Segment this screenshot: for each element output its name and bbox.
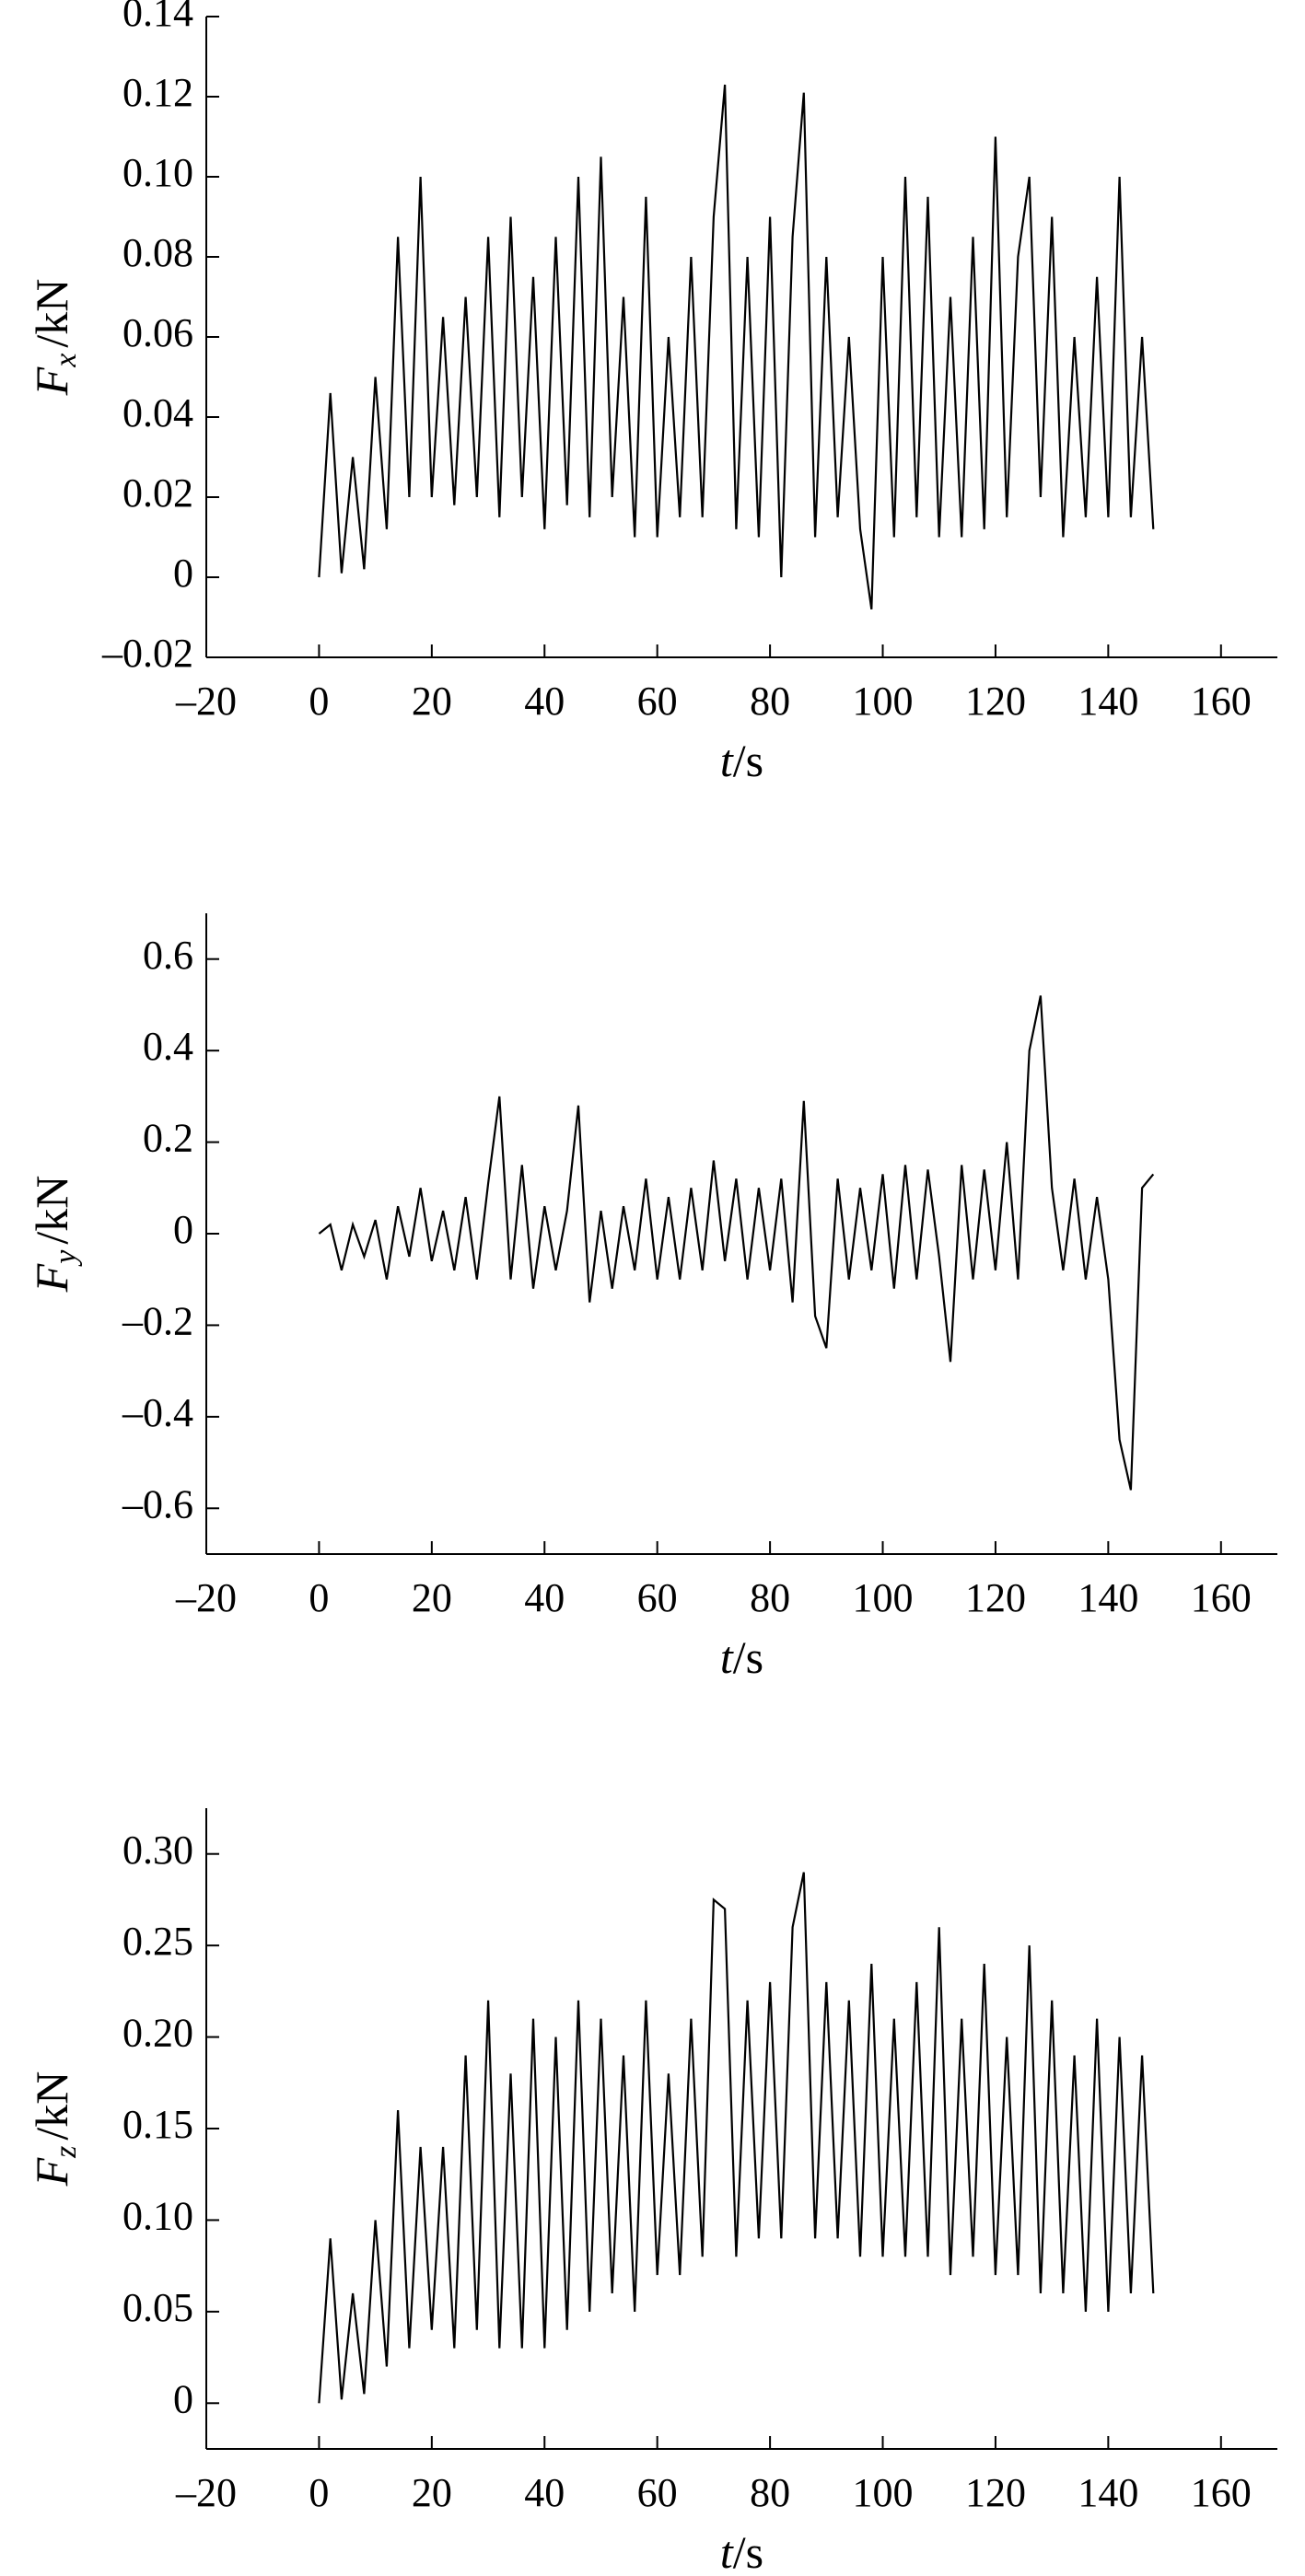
x-tick-label: 20 <box>412 679 452 724</box>
x-label-symbol: t <box>720 2526 734 2576</box>
x-tick-label: –20 <box>175 2470 237 2515</box>
y-tick-label: –0.4 <box>122 1390 193 1435</box>
x-tick-label: 40 <box>524 1575 565 1620</box>
x-tick-label: 160 <box>1191 1575 1252 1620</box>
y-tick-label: 0.06 <box>122 310 193 355</box>
y-label-unit: /kN <box>26 2071 77 2141</box>
x-tick-label: –20 <box>175 1575 237 1620</box>
x-tick-label: 120 <box>965 2470 1026 2515</box>
y-tick-label: 0.10 <box>122 150 193 195</box>
x-tick-label: –20 <box>175 679 237 724</box>
x-axis-label: t/s <box>720 735 763 786</box>
subplot: 0 0.05 0.10 0.15 0.20 0.25 0.30 –20 0 20 40 60 80 100… <box>26 1808 1277 2576</box>
x-tick-label: 140 <box>1078 1575 1138 1620</box>
x-tick-label: 0 <box>309 1575 329 1620</box>
x-tick-label: 140 <box>1078 2470 1138 2515</box>
x-tick-label: 60 <box>637 1575 678 1620</box>
x-tick-label: 40 <box>524 2470 565 2515</box>
y-label-subscript: y <box>49 1249 83 1267</box>
x-tick-label: 60 <box>637 2470 678 2515</box>
x-label-unit: /s <box>733 735 763 786</box>
y-tick-label: 0.6 <box>143 933 193 978</box>
x-tick-label: 20 <box>412 2470 452 2515</box>
x-tick-label: 100 <box>853 679 914 724</box>
y-tick-label: 0.14 <box>122 0 193 35</box>
y-label-subscript: z <box>49 2146 83 2159</box>
x-label-unit: /s <box>733 2526 763 2576</box>
x-tick-label: 60 <box>637 679 678 724</box>
y-axis-label: Fy/kN <box>26 1176 82 1294</box>
subplot: –0.02 0 0.02 0.04 0.06 0.08 0.10 0.12 0.14 –20 0 20… <box>26 0 1277 786</box>
y-tick-label: 0 <box>173 2376 193 2421</box>
data-line <box>318 995 1155 1491</box>
x-axis-label: t/s <box>720 2526 763 2576</box>
y-label-symbol: F <box>26 366 77 396</box>
x-label-symbol: t <box>720 1631 734 1683</box>
y-axis-label: Fz/kN <box>26 2071 82 2187</box>
x-tick-label: 80 <box>750 2470 790 2515</box>
x-tick-label: 80 <box>750 1575 790 1620</box>
y-tick-label: 0.4 <box>143 1024 193 1069</box>
subplot: –0.6 –0.4 –0.2 0 0.2 0.4 0.6 –20 0 20 40 60 80 100 120… <box>26 913 1277 1683</box>
y-label-subscript: x <box>49 354 83 368</box>
x-tick-label: 160 <box>1191 2470 1252 2515</box>
y-tick-label: 0.2 <box>143 1116 193 1161</box>
y-tick-label: 0.15 <box>122 2102 193 2147</box>
x-tick-label: 120 <box>965 1575 1026 1620</box>
x-tick-label: 20 <box>412 1575 452 1620</box>
y-tick-label: 0.02 <box>122 470 193 516</box>
x-tick-label: 0 <box>309 2470 329 2515</box>
y-tick-label: 0.04 <box>122 390 193 435</box>
y-tick-label: 0.25 <box>122 1919 193 1964</box>
y-label-unit: /kN <box>26 1176 77 1245</box>
y-tick-label: –0.02 <box>101 631 193 676</box>
y-tick-label: 0.30 <box>122 1828 193 1873</box>
y-tick-label: 0.20 <box>122 2011 193 2056</box>
y-axis-label: Fx/kN <box>26 279 82 397</box>
y-label-unit: /kN <box>26 279 77 348</box>
y-tick-label: –0.6 <box>122 1481 193 1526</box>
x-tick-label: 100 <box>853 1575 914 1620</box>
x-label-symbol: t <box>720 735 734 786</box>
x-tick-label: 80 <box>750 679 790 724</box>
y-label-symbol: F <box>26 2157 77 2187</box>
y-tick-label: 0.10 <box>122 2194 193 2239</box>
y-tick-label: 0.12 <box>122 70 193 115</box>
x-tick-label: 120 <box>965 679 1026 724</box>
y-tick-label: 0.08 <box>122 230 193 275</box>
x-label-unit: /s <box>733 1631 763 1683</box>
x-tick-label: 100 <box>853 2470 914 2515</box>
x-axis-label: t/s <box>720 1631 763 1683</box>
y-tick-label: –0.2 <box>122 1299 193 1344</box>
x-tick-label: 140 <box>1078 679 1138 724</box>
x-tick-label: 160 <box>1191 679 1252 724</box>
y-label-symbol: F <box>26 1263 77 1293</box>
data-line <box>318 1872 1155 2404</box>
y-tick-label: 0 <box>173 1207 193 1252</box>
x-tick-label: 0 <box>309 679 329 724</box>
y-tick-label: 0 <box>173 551 193 596</box>
y-tick-label: 0.05 <box>122 2285 193 2330</box>
x-tick-label: 40 <box>524 679 565 724</box>
data-line <box>318 84 1155 609</box>
